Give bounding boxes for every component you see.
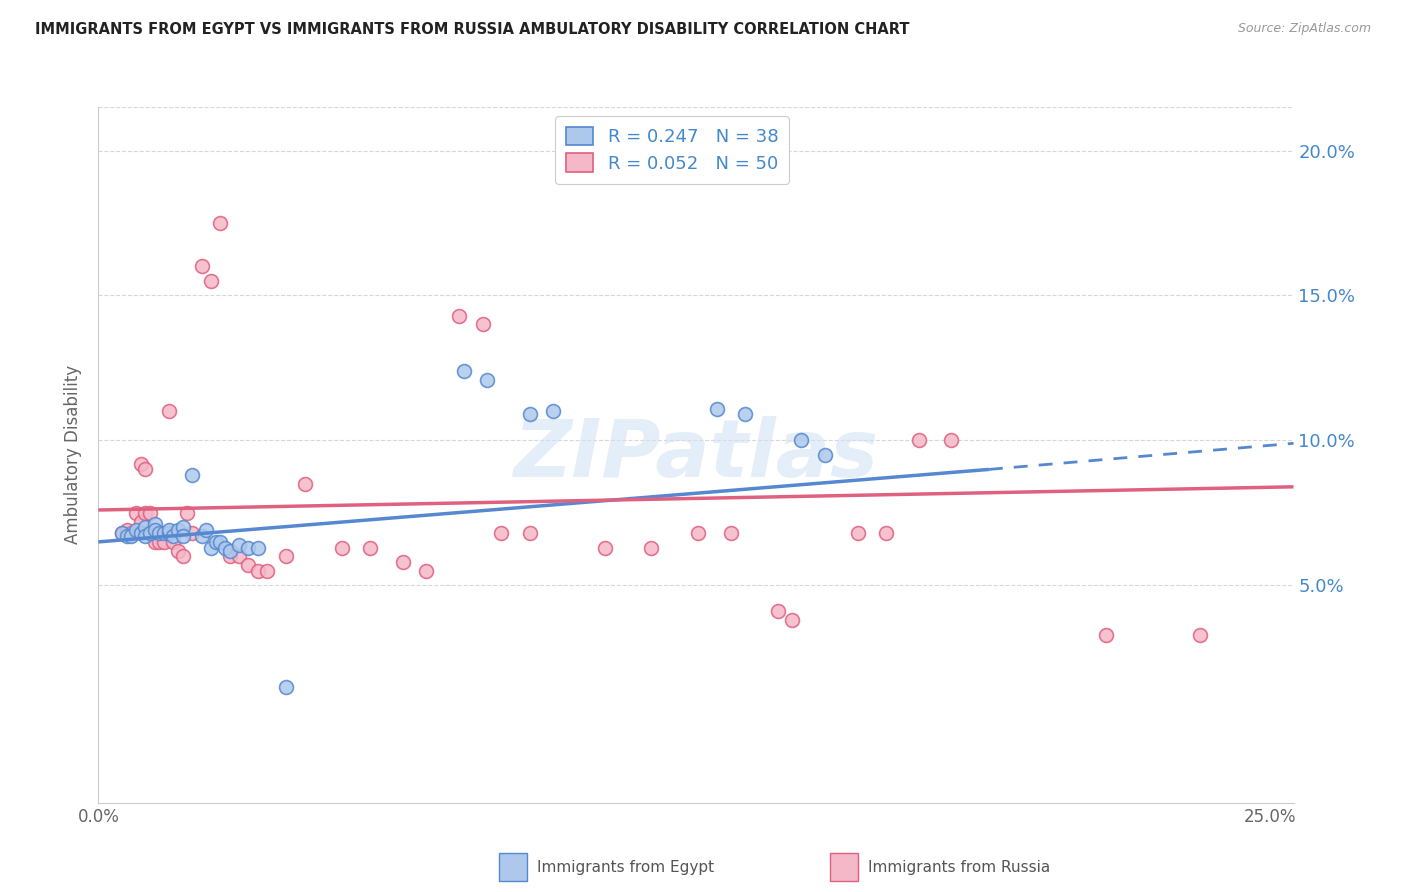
Point [209, 216, 232, 230]
Point [176, 506, 198, 520]
Point [125, 523, 148, 537]
Point [162, 529, 184, 543]
Point [907, 434, 929, 448]
Point [941, 434, 963, 448]
Point [688, 526, 710, 541]
Point [359, 541, 381, 555]
Point [519, 407, 541, 422]
Text: IMMIGRANTS FROM EGYPT VS IMMIGRANTS FROM RUSSIA AMBULATORY DISABILITY CORRELATIO: IMMIGRANTS FROM EGYPT VS IMMIGRANTS FROM… [35, 22, 910, 37]
Point [143, 534, 166, 549]
Point [246, 564, 269, 578]
Point [200, 541, 222, 555]
Point [541, 404, 564, 418]
Point [143, 523, 166, 537]
Point [172, 529, 194, 543]
Point [1095, 628, 1118, 642]
Point [181, 468, 204, 483]
Point [209, 534, 232, 549]
Point [129, 526, 152, 541]
Point [218, 549, 240, 564]
Point [720, 526, 742, 541]
Point [491, 526, 513, 541]
Point [238, 541, 260, 555]
Point [190, 260, 212, 274]
Point [294, 476, 316, 491]
Point [274, 549, 297, 564]
Point [415, 564, 437, 578]
Point [228, 538, 250, 552]
Point [148, 526, 170, 541]
Text: Immigrants from Egypt: Immigrants from Egypt [537, 860, 714, 874]
Point [172, 520, 194, 534]
Point [139, 526, 162, 541]
Point [471, 318, 494, 332]
Point [157, 523, 180, 537]
Point [766, 605, 789, 619]
Point [148, 526, 170, 541]
Point [228, 549, 250, 564]
Point [330, 541, 353, 555]
Point [148, 534, 170, 549]
Point [111, 526, 134, 541]
Point [214, 541, 236, 555]
Point [190, 529, 212, 543]
Point [167, 523, 190, 537]
Point [449, 309, 471, 323]
Point [200, 274, 222, 288]
Point [256, 564, 278, 578]
Point [1188, 628, 1211, 642]
Point [115, 523, 138, 537]
Text: Source: ZipAtlas.com: Source: ZipAtlas.com [1237, 22, 1371, 36]
Point [875, 526, 897, 541]
Point [246, 541, 269, 555]
Point [640, 541, 662, 555]
Point [157, 526, 180, 541]
Point [129, 457, 152, 471]
Point [706, 401, 728, 416]
Point [153, 526, 176, 541]
Point [477, 373, 499, 387]
Point [846, 526, 869, 541]
Point [734, 407, 756, 422]
Point [157, 404, 180, 418]
Point [120, 526, 142, 541]
Y-axis label: Ambulatory Disability: Ambulatory Disability [65, 366, 83, 544]
Point [274, 680, 297, 694]
Point [218, 543, 240, 558]
Point [790, 434, 813, 448]
Point [134, 520, 156, 534]
Point [392, 555, 415, 569]
Legend: R = 0.247   N = 38, R = 0.052   N = 50: R = 0.247 N = 38, R = 0.052 N = 50 [555, 116, 789, 184]
Point [139, 506, 162, 520]
Point [238, 558, 260, 573]
Point [780, 613, 803, 627]
Point [593, 541, 616, 555]
Point [111, 526, 134, 541]
Point [120, 529, 142, 543]
Text: Immigrants from Russia: Immigrants from Russia [868, 860, 1050, 874]
Point [134, 529, 156, 543]
Point [167, 543, 190, 558]
Point [115, 529, 138, 543]
Text: ZIPatlas: ZIPatlas [513, 416, 879, 494]
Point [162, 534, 184, 549]
Point [204, 534, 226, 549]
Point [129, 515, 152, 529]
Point [172, 549, 194, 564]
Point [519, 526, 541, 541]
Point [153, 534, 176, 549]
Point [139, 526, 162, 541]
Point [134, 506, 156, 520]
Point [134, 462, 156, 476]
Point [453, 364, 475, 378]
Point [195, 523, 218, 537]
Point [143, 517, 166, 532]
Point [181, 526, 204, 541]
Point [814, 448, 837, 462]
Point [125, 506, 148, 520]
